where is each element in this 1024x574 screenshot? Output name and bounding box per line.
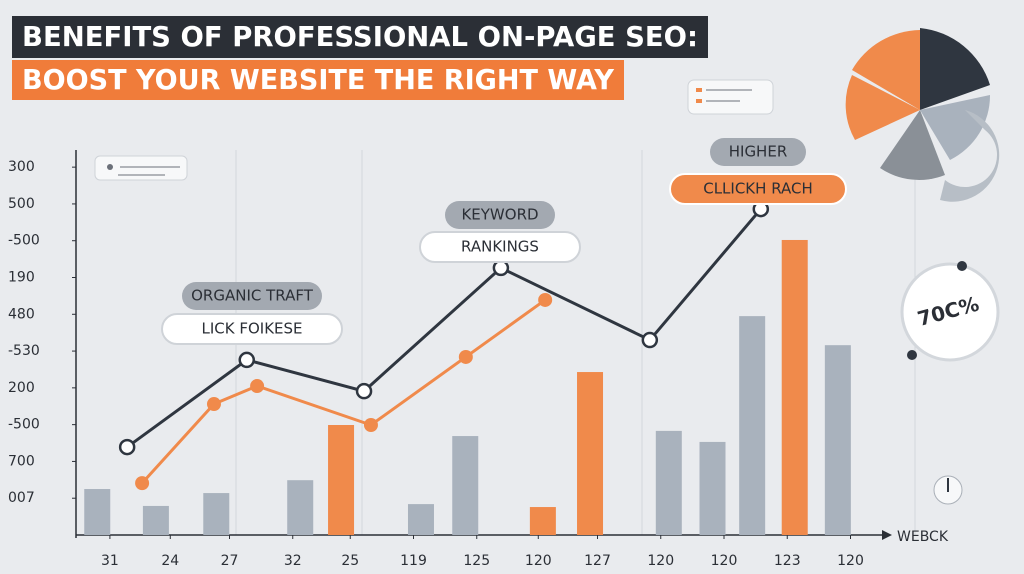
point: [238, 351, 255, 369]
annotation-title: KEYWORD: [461, 206, 538, 224]
x-tick-label: 120: [711, 553, 738, 569]
y-tick-label: -500: [8, 417, 40, 433]
decorative-pie: [845, 28, 1000, 202]
point: [641, 331, 659, 349]
annotation-box: [161, 313, 343, 345]
bar: [203, 493, 230, 535]
line: [126, 208, 762, 449]
subtitle-box: [12, 60, 624, 100]
bar: [84, 489, 111, 535]
y-tick-label: 500: [8, 196, 35, 212]
annotation-box: [669, 173, 847, 205]
x-axis-label: WEBCK: [897, 529, 949, 545]
bar: [699, 441, 726, 535]
point: [206, 397, 221, 412]
y-tick-label: 190: [8, 270, 35, 286]
bar: [287, 480, 314, 535]
annotation-title: ORGANIC TRAFT: [191, 287, 314, 305]
point: [538, 292, 553, 307]
y-tick-label: -530: [8, 343, 40, 359]
line: [140, 298, 547, 485]
bar: [529, 507, 556, 535]
x-tick-label: 27: [221, 553, 239, 569]
x-tick-label: 125: [463, 553, 490, 569]
bar: [655, 430, 682, 535]
y-tick-label: 200: [8, 380, 35, 396]
annotation-text: CLLICKH RACH: [703, 180, 813, 198]
bar: [328, 425, 355, 535]
x-tick-label: 32: [284, 553, 302, 569]
annotation-text: RANKINGS: [461, 238, 539, 256]
point: [458, 349, 473, 364]
point: [250, 379, 265, 394]
y-tick-label: 007: [8, 490, 35, 506]
x-tick-label: 120: [837, 553, 864, 569]
y-tick-label: 480: [8, 306, 35, 322]
point: [492, 259, 510, 277]
x-tick-label: 24: [161, 553, 179, 569]
annotation-box: [419, 231, 581, 263]
x-tick-label: 120: [525, 553, 552, 569]
chart-title: BENEFITS OF PROFESSIONAL ON-PAGE SEO:: [22, 20, 698, 53]
bar: [407, 504, 434, 535]
bar: [577, 372, 604, 535]
x-tick-label: 123: [774, 553, 801, 569]
chart-subtitle: BOOST YOUR WEBSITE THE RIGHT WAY: [22, 63, 615, 96]
legend-card: [94, 79, 774, 181]
bar: [824, 345, 851, 535]
y-tick-label: -500: [8, 233, 40, 249]
x-tick-label: 120: [647, 553, 674, 569]
y-tick-label: 700: [8, 453, 35, 469]
point: [363, 418, 378, 433]
annotation-title-box: [182, 282, 322, 310]
bar: [739, 316, 766, 535]
x-tick-label: 31: [101, 553, 119, 569]
bar: [452, 436, 479, 535]
annotation-title-box: [710, 138, 806, 166]
bar: [142, 505, 169, 535]
y-tick-label: 300: [8, 159, 35, 175]
annotation-title-box: [445, 201, 555, 229]
title-box: [12, 16, 708, 58]
point: [135, 476, 150, 491]
x-tick-label: 127: [584, 553, 611, 569]
point: [355, 382, 373, 400]
annotation-title: HIGHER: [729, 143, 788, 161]
x-axis-arrow: [882, 530, 892, 540]
point: [118, 438, 136, 456]
x-tick-label: 119: [400, 553, 427, 569]
annotation-text: LICK FOIKESE: [201, 320, 302, 338]
gauge: [900, 261, 1000, 505]
x-tick-label: 25: [341, 553, 359, 569]
bar: [781, 239, 808, 535]
